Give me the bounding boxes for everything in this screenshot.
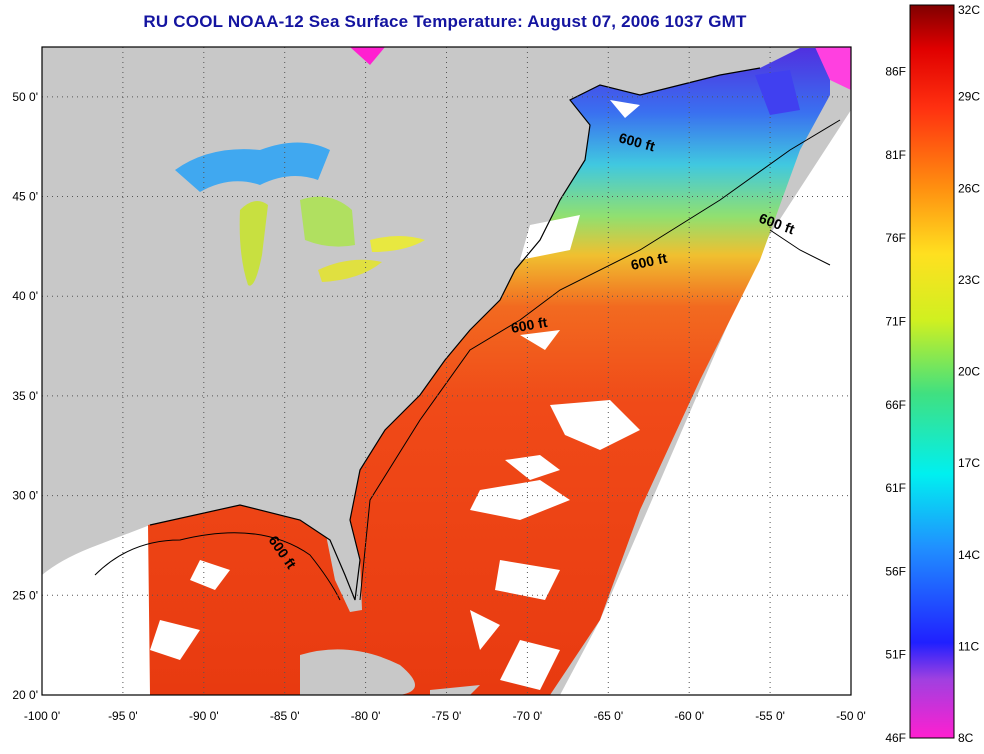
colorbar-fahrenheit-label: 51F xyxy=(885,648,906,662)
y-tick-label: 30 0' xyxy=(12,489,38,503)
x-tick-label: -50 0' xyxy=(836,709,866,723)
y-tick-label: 50 0' xyxy=(12,90,38,104)
coastline xyxy=(149,67,761,601)
colorbar-celsius-label: 32C xyxy=(958,3,980,17)
colorbar-fahrenheit-label: 86F xyxy=(885,65,906,79)
cold-patch xyxy=(350,47,385,65)
colorbar-celsius-labels: 32C 29C 26C 23C 20C 17C 14C 11C 8C xyxy=(958,3,980,745)
y-tick-label: 25 0' xyxy=(12,588,38,602)
colorbar-fahrenheit-label: 81F xyxy=(885,148,906,162)
y-tick-label: 40 0' xyxy=(12,289,38,303)
map-area xyxy=(42,47,851,695)
colorbar-fahrenheit-labels: 86F 81F 76F 71F 66F 61F 56F 51F 46F xyxy=(885,65,906,745)
cloud-patches xyxy=(150,100,640,690)
x-tick-label: -55 0' xyxy=(755,709,785,723)
x-tick-label: -95 0' xyxy=(108,709,138,723)
atlantic-contour xyxy=(359,119,841,601)
x-tick-label: -75 0' xyxy=(432,709,462,723)
x-tick-label: -90 0' xyxy=(189,709,219,723)
florida-land xyxy=(325,525,362,612)
sst-swath xyxy=(148,48,830,695)
contour-label-3: 600 ft xyxy=(629,250,668,273)
x-tick-label: -60 0' xyxy=(674,709,704,723)
map-grid xyxy=(42,47,851,695)
gulf-contour xyxy=(94,532,341,601)
atlantic-no-data xyxy=(560,110,851,695)
x-tick-label: -85 0' xyxy=(270,709,300,723)
lake-erie xyxy=(318,259,382,282)
x-tick-label: -65 0' xyxy=(593,709,623,723)
colorbar-celsius-label: 11C xyxy=(958,639,979,653)
map-border xyxy=(41,46,852,696)
colorbar-fahrenheit-label: 61F xyxy=(885,481,906,495)
colorbar-fahrenheit-label: 66F xyxy=(885,398,906,412)
lake-huron xyxy=(300,196,355,247)
colorbar xyxy=(909,4,955,739)
contour-label-4: 600 ft xyxy=(510,314,549,336)
colorbar-celsius-label: 14C xyxy=(958,548,980,562)
lake-ontario xyxy=(370,236,425,252)
colorbar-celsius-label: 8C xyxy=(958,731,974,745)
x-tick-label: -100 0' xyxy=(24,709,60,723)
colorbar-celsius-label: 17C xyxy=(958,456,980,470)
map-title: RU COOL NOAA-12 Sea Surface Temperature:… xyxy=(143,12,747,31)
colorbar-celsius-label: 23C xyxy=(958,273,980,287)
y-axis-ticks: 50 0' 45 0' 40 0' 35 0' 30 0' 25 0' 20 0' xyxy=(12,90,38,702)
x-tick-label: -80 0' xyxy=(351,709,381,723)
colorbar-celsius-label: 20C xyxy=(958,365,980,379)
x-tick-label: -70 0' xyxy=(513,709,543,723)
colorbar-fahrenheit-label: 56F xyxy=(885,564,906,578)
colorbar-fahrenheit-label: 71F xyxy=(885,315,906,329)
y-tick-label: 35 0' xyxy=(12,389,38,403)
x-axis-ticks: -100 0' -95 0' -90 0' -85 0' -80 0' -75 0' -70… xyxy=(24,709,866,723)
y-tick-label: 20 0' xyxy=(12,688,38,702)
y-tick-label: 45 0' xyxy=(12,190,38,204)
colorbar-fahrenheit-label: 46F xyxy=(885,731,906,745)
lake-michigan xyxy=(239,201,268,286)
great-lakes xyxy=(175,142,425,286)
colorbar-fahrenheit-label: 76F xyxy=(885,231,906,245)
colorbar-celsius-label: 26C xyxy=(958,181,980,195)
lake-superior xyxy=(175,142,330,192)
colorbar-celsius-label: 29C xyxy=(958,90,980,104)
cuba-land xyxy=(300,649,415,695)
